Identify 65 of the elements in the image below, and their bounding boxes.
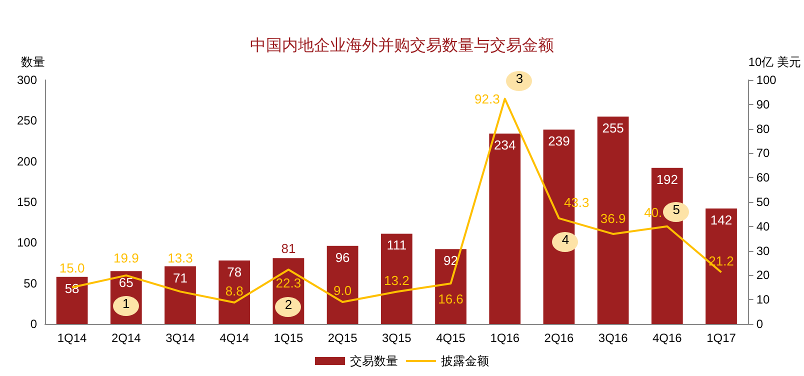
x-tick-label: 1Q16 [490, 331, 520, 345]
data-label: 81 [281, 241, 296, 256]
y2-tick-label: 50 [756, 195, 770, 209]
data-label: 19.9 [113, 250, 139, 266]
x-tick-label: 2Q15 [328, 331, 358, 345]
data-label: 111 [386, 238, 407, 253]
data-label: 239 [548, 134, 570, 149]
bar [489, 134, 521, 324]
bar [597, 116, 629, 324]
y2-tick-label: 90 [756, 97, 770, 112]
data-label: 16.6 [438, 291, 464, 306]
data-label: 13.2 [384, 272, 410, 288]
y-axis-title: 数量 [21, 55, 45, 69]
y2-tick-label: 40 [756, 219, 770, 234]
legend-label: 披露金额 [441, 354, 489, 368]
data-label: 71 [173, 270, 188, 286]
x-tick-label: 1Q17 [706, 331, 736, 345]
chart-title: 中国内地企业海外并购交易数量与交易金额 [250, 36, 554, 54]
data-label: 78 [227, 264, 242, 280]
y2-tick-label: 0 [756, 317, 764, 331]
data-label: 96 [335, 250, 350, 265]
x-tick-label: 2Q16 [544, 331, 574, 345]
annotation: 2 [275, 296, 302, 317]
y-tick-label: 100 [16, 236, 38, 250]
x-tick-label: 2Q14 [111, 331, 142, 345]
x-tick-label: 1Q15 [274, 331, 304, 345]
bar [706, 208, 737, 324]
data-label: 36.9 [600, 210, 626, 226]
data-label: 142 [710, 212, 732, 228]
y2-tick-label: 70 [756, 146, 770, 160]
y-tick-label: 200 [16, 154, 38, 168]
y2-tick-label: 100 [756, 73, 777, 87]
y-tick-label: 300 [16, 73, 38, 87]
data-label: 255 [602, 120, 624, 136]
data-label: 15.0 [59, 260, 85, 276]
annotation: 5 [663, 202, 690, 222]
y-tick-label: 250 [16, 114, 38, 128]
data-label: 65 [118, 275, 134, 290]
annotation: 3 [506, 70, 532, 91]
x-tick-label: 3Q15 [382, 331, 412, 345]
x-tick-label: 4Q16 [652, 331, 682, 345]
data-label: 9.0 [334, 283, 352, 298]
y2-tick-label: 10 [756, 292, 770, 307]
y2-tick-label: 20 [756, 268, 770, 282]
data-label: 22.3 [276, 276, 302, 291]
y-tick-label: 150 [16, 195, 38, 209]
y2-tick-label: 60 [756, 170, 770, 185]
data-label: 234 [494, 138, 516, 153]
y2-axis-title: 10亿 美元 [748, 55, 802, 69]
x-tick-label: 4Q14 [220, 331, 250, 345]
x-tick-label: 3Q16 [598, 331, 628, 345]
x-tick-label: 4Q15 [436, 331, 466, 345]
y-tick-label: 50 [24, 276, 38, 290]
annotation: 1 [113, 296, 140, 316]
legend-label: 交易数量 [350, 354, 398, 368]
data-label: 192 [656, 172, 678, 187]
y-tick-label: 0 [30, 317, 38, 331]
data-label: 13.3 [168, 250, 193, 266]
x-tick-label: 1Q14 [57, 331, 88, 345]
y2-tick-label: 80 [756, 122, 770, 136]
annotation: 4 [552, 232, 578, 252]
data-label: 92.3 [474, 91, 500, 106]
y2-tick-label: 30 [756, 244, 770, 258]
data-label: 8.8 [225, 284, 244, 299]
x-tick-label: 3Q14 [166, 331, 196, 345]
